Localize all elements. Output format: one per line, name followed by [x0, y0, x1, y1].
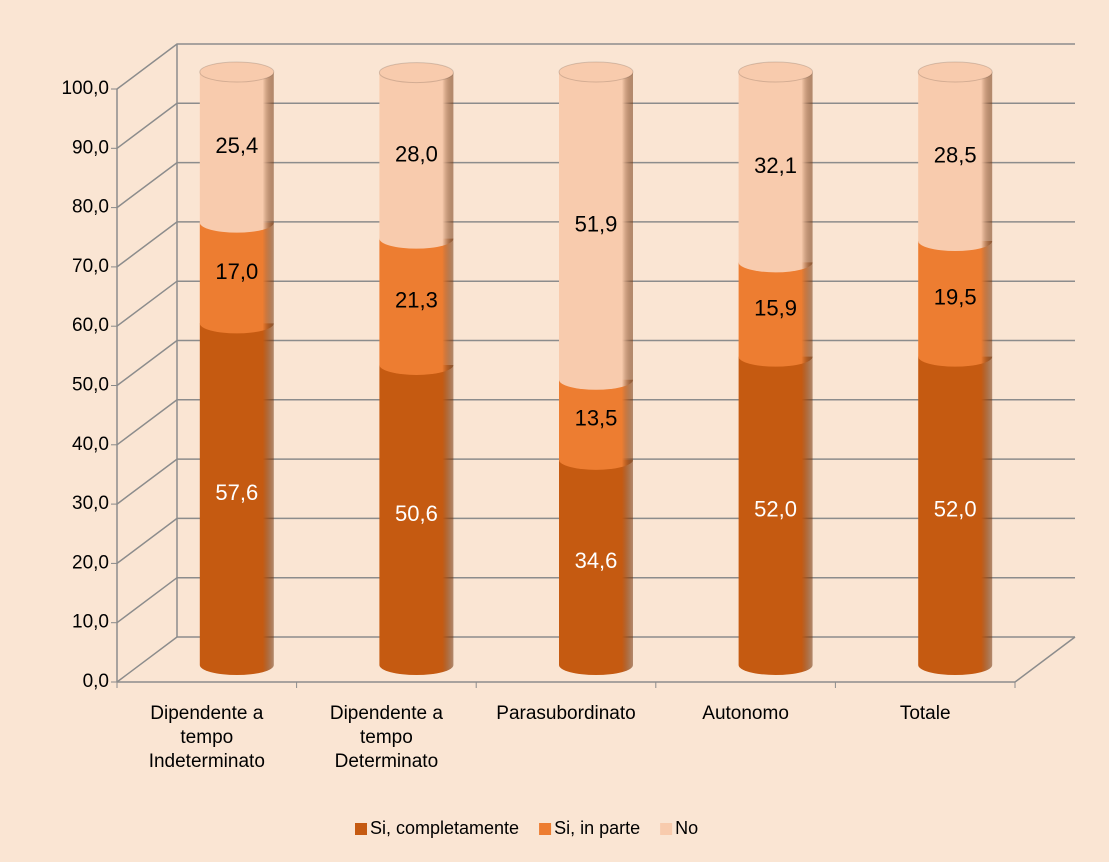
cylinder-top	[199, 61, 275, 83]
data-label: 21,3	[395, 288, 438, 313]
cylinder-segment	[559, 379, 633, 470]
cylinder-segment	[918, 241, 993, 367]
data-label: 52,0	[934, 497, 977, 522]
y-tick-label: 30,0	[72, 493, 109, 514]
x-tick-label: Parasubordinato	[496, 703, 636, 724]
data-label: 13,5	[575, 406, 618, 431]
data-label: 51,9	[575, 212, 618, 237]
data-label: 28,0	[395, 141, 438, 166]
x-tick-label: Autonomo	[702, 703, 789, 724]
cylinder-segment	[379, 364, 454, 675]
data-label: 17,0	[215, 259, 258, 284]
cylinder-segment	[738, 262, 813, 367]
x-tick-label: Dipendente a tempo Determinato	[329, 703, 443, 772]
y-tick-label: 40,0	[72, 434, 109, 455]
cylinder-segment	[738, 72, 813, 273]
cylinder-segment	[199, 323, 274, 675]
data-label: 34,6	[575, 548, 618, 573]
data-label: 32,1	[754, 153, 797, 178]
y-tick-label: 80,0	[72, 197, 109, 218]
legend-swatch	[539, 823, 552, 835]
y-tick-label: 20,0	[72, 552, 109, 573]
y-tick-label: 0,0	[83, 671, 109, 692]
data-label: 28,5	[934, 142, 977, 167]
y-tick-label: 60,0	[72, 315, 109, 336]
x-tick-label: Dipendente a tempo Indeterminato	[148, 703, 265, 772]
y-tick-label: 100,0	[61, 78, 109, 99]
cylinder-segment	[199, 72, 274, 233]
cylinder-top	[917, 61, 993, 83]
data-label: 50,6	[395, 501, 438, 526]
cylinder-segment	[379, 238, 454, 375]
data-label: 19,5	[934, 285, 977, 310]
cylinder-top	[378, 62, 454, 84]
data-label: 15,9	[754, 295, 797, 320]
cylinder-segment	[918, 356, 993, 675]
legend-label: Si, completamente	[370, 818, 519, 838]
cylinder-segment	[379, 72, 454, 249]
cylinder-segment	[738, 356, 813, 675]
data-label: 25,4	[215, 133, 258, 158]
y-tick-label: 90,0	[72, 137, 109, 158]
y-tick-label: 70,0	[72, 256, 109, 277]
y-tick-label: 50,0	[72, 375, 109, 396]
cylinder-top	[558, 61, 634, 83]
cylinder-segment	[199, 222, 274, 334]
data-label: 57,6	[215, 480, 258, 505]
legend-label: No	[675, 818, 698, 838]
cylinder-top	[738, 61, 814, 83]
legend-swatch	[355, 823, 367, 835]
y-tick-label: 10,0	[72, 612, 109, 633]
cylinder-segment	[918, 72, 993, 252]
x-tick-label: Totale	[899, 703, 951, 724]
data-label: 52,0	[754, 497, 797, 522]
cylinder-segment	[559, 72, 633, 390]
cylinder-segment	[559, 459, 633, 675]
legend-label: Si, in parte	[554, 818, 640, 838]
legend-swatch	[660, 823, 673, 835]
